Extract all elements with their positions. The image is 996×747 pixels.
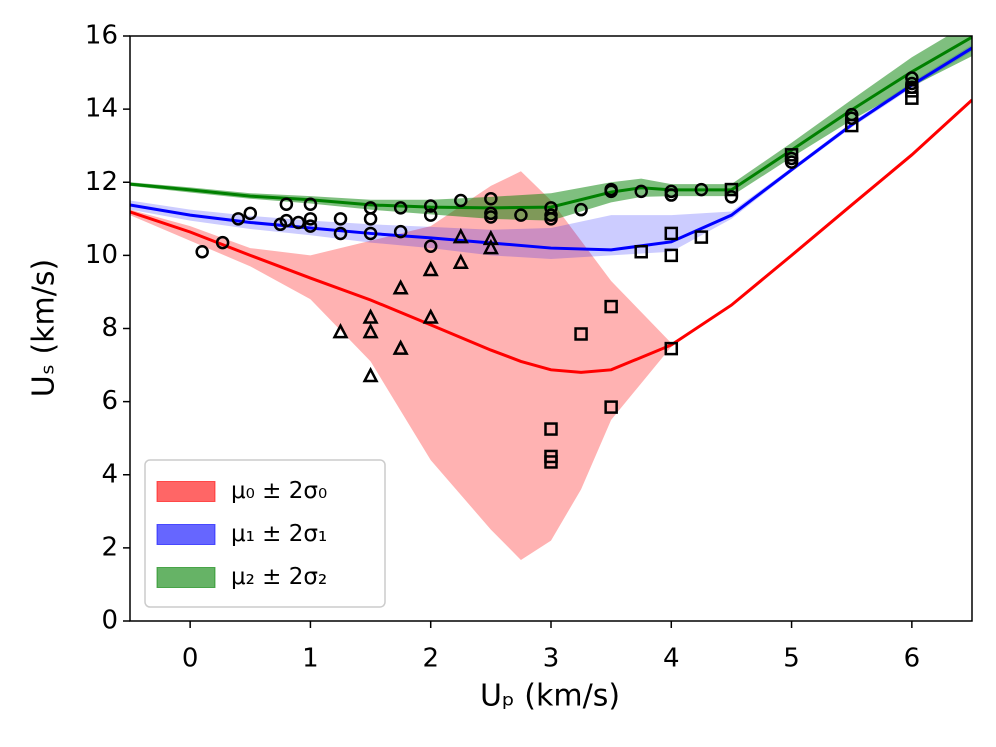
point [422, 308, 439, 324]
point [482, 238, 499, 255]
point [664, 188, 679, 202]
legend-label: μ₁ ± 2σ₁ [231, 521, 327, 547]
legend-swatch [156, 481, 216, 502]
point [422, 260, 439, 277]
point [604, 184, 618, 199]
point [604, 299, 618, 314]
point [905, 71, 919, 85]
point [514, 208, 528, 222]
point [724, 182, 739, 197]
legend-label: μ₂ ± 2σ₂ [231, 564, 327, 590]
point [363, 226, 378, 241]
y-tick-label: 8 [101, 313, 118, 343]
band [130, 36, 972, 221]
point [664, 226, 679, 241]
point [393, 201, 408, 215]
legend-swatch [156, 567, 216, 588]
x-tick-label: 6 [904, 644, 921, 674]
point [303, 212, 318, 226]
point [484, 210, 498, 224]
point [452, 227, 469, 244]
point [484, 191, 498, 206]
x-tick-label: 5 [783, 644, 800, 674]
point [784, 148, 799, 162]
point [694, 182, 709, 197]
point [634, 184, 648, 199]
point [303, 219, 318, 233]
point [544, 422, 558, 436]
point [332, 322, 349, 339]
point [905, 91, 919, 105]
point [844, 111, 859, 126]
point [452, 253, 469, 269]
point [423, 199, 438, 213]
point [544, 212, 558, 226]
point [362, 308, 379, 324]
point [392, 279, 409, 295]
point [362, 366, 379, 383]
point [393, 224, 408, 239]
point [291, 215, 306, 230]
x-tick-label: 0 [182, 644, 199, 674]
x-tick-label: 4 [663, 644, 680, 674]
y-tick-label: 14 [85, 94, 118, 124]
point [279, 213, 294, 228]
x-axis-label: Uₚ (km/s) [480, 679, 620, 714]
y-tick-label: 16 [85, 21, 118, 51]
x-tick-label: 3 [543, 644, 560, 674]
mean-line [130, 36, 972, 210]
point [634, 244, 648, 259]
x-tick-label: 1 [302, 644, 319, 674]
plot-area [130, 36, 972, 560]
point [243, 206, 258, 221]
point [363, 212, 378, 226]
point [303, 197, 318, 211]
point [784, 155, 799, 169]
point [333, 226, 348, 241]
point [844, 118, 859, 133]
point [604, 400, 618, 414]
point [544, 455, 558, 469]
y-tick-label: 10 [85, 240, 118, 270]
point [333, 212, 348, 226]
x-tick-label: 2 [422, 644, 439, 674]
point [574, 202, 588, 217]
y-tick-label: 6 [101, 386, 118, 416]
point [392, 339, 409, 355]
y-tick-label: 4 [101, 459, 118, 489]
y-tick-label: 0 [101, 606, 118, 636]
point [664, 341, 679, 356]
point [215, 235, 230, 250]
y-axis-label: Uₛ (km/s) [27, 259, 62, 397]
point [423, 208, 438, 222]
mean-line [130, 46, 972, 252]
point [574, 327, 588, 341]
y-tick-label: 2 [101, 532, 118, 562]
point [423, 239, 438, 253]
point [231, 212, 246, 226]
band [130, 98, 972, 560]
point [454, 193, 468, 208]
point [195, 244, 209, 259]
legend-swatch [156, 524, 216, 545]
point [664, 248, 679, 263]
y-tick-label: 12 [85, 167, 118, 197]
legend-label: μ₀ ± 2σ₀ [231, 478, 327, 504]
point [724, 190, 739, 204]
point [694, 230, 709, 244]
point [362, 322, 379, 339]
point [905, 84, 919, 98]
point [279, 197, 294, 211]
mean-line [130, 98, 972, 374]
